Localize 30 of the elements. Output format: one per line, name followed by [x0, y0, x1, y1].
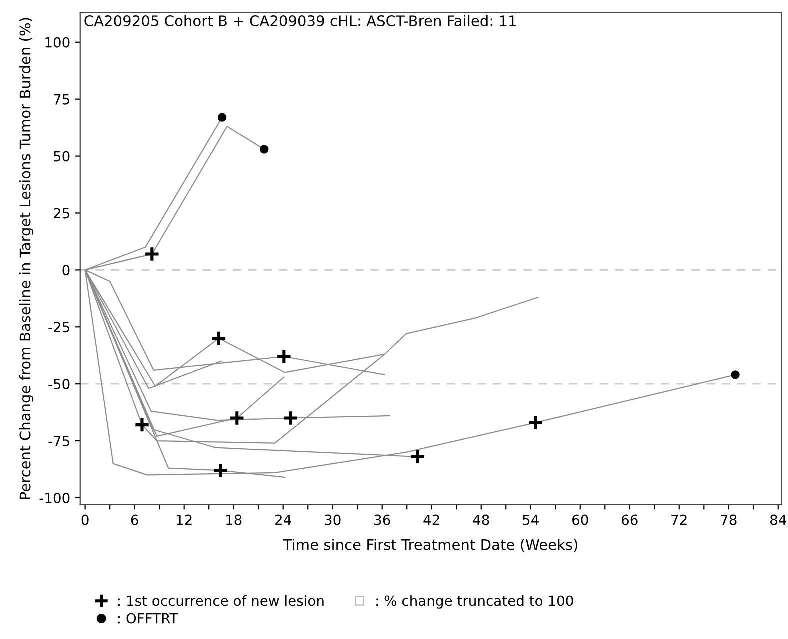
- x-tick-label: 60: [572, 514, 588, 526]
- legend-label: : % change truncated to 100: [376, 595, 574, 609]
- y-axis-title: Percent Change from Baseline in Target Lesions Tumor Burden (%): [19, 18, 34, 500]
- y-tick-label: 25: [54, 208, 70, 219]
- x-tick-label: 6: [131, 514, 138, 526]
- y-tick-label: 100: [46, 37, 70, 48]
- x-tick-label: 42: [424, 514, 440, 526]
- x-tick-label: 72: [672, 514, 687, 526]
- y-tick-label: -50: [48, 379, 70, 390]
- y-tick-label: 50: [54, 151, 70, 162]
- x-tick-label: 48: [473, 514, 490, 526]
- x-tick-label: 84: [770, 514, 786, 526]
- x-axis-title: Time since First Treatment Date (Weeks): [283, 539, 578, 552]
- chart-title: CA209205 Cohort B + CA209039 cHL: ASCT-Bren Failed: 11: [84, 15, 516, 27]
- x-tick-label: 18: [226, 514, 242, 526]
- x-tick-label: 66: [622, 514, 638, 526]
- x-tick-label: 24: [276, 514, 292, 526]
- y-tick-label: -75: [48, 436, 70, 447]
- x-tick-label: 78: [721, 514, 737, 526]
- y-tick-label: 0: [62, 265, 70, 276]
- legend-label: : OFFTRT: [118, 613, 178, 624]
- legend-label: : 1st occurrence of new lesion: [118, 595, 324, 606]
- y-tick-label: -100: [40, 492, 70, 504]
- x-tick-label: 54: [523, 514, 539, 526]
- y-tick-label: 75: [54, 94, 70, 105]
- x-tick-label: 12: [177, 514, 192, 526]
- x-tick-label: 36: [374, 514, 390, 526]
- x-tick-label: 0: [82, 514, 89, 526]
- y-tick-label: -25: [48, 322, 70, 333]
- x-tick-label: 30: [325, 514, 341, 526]
